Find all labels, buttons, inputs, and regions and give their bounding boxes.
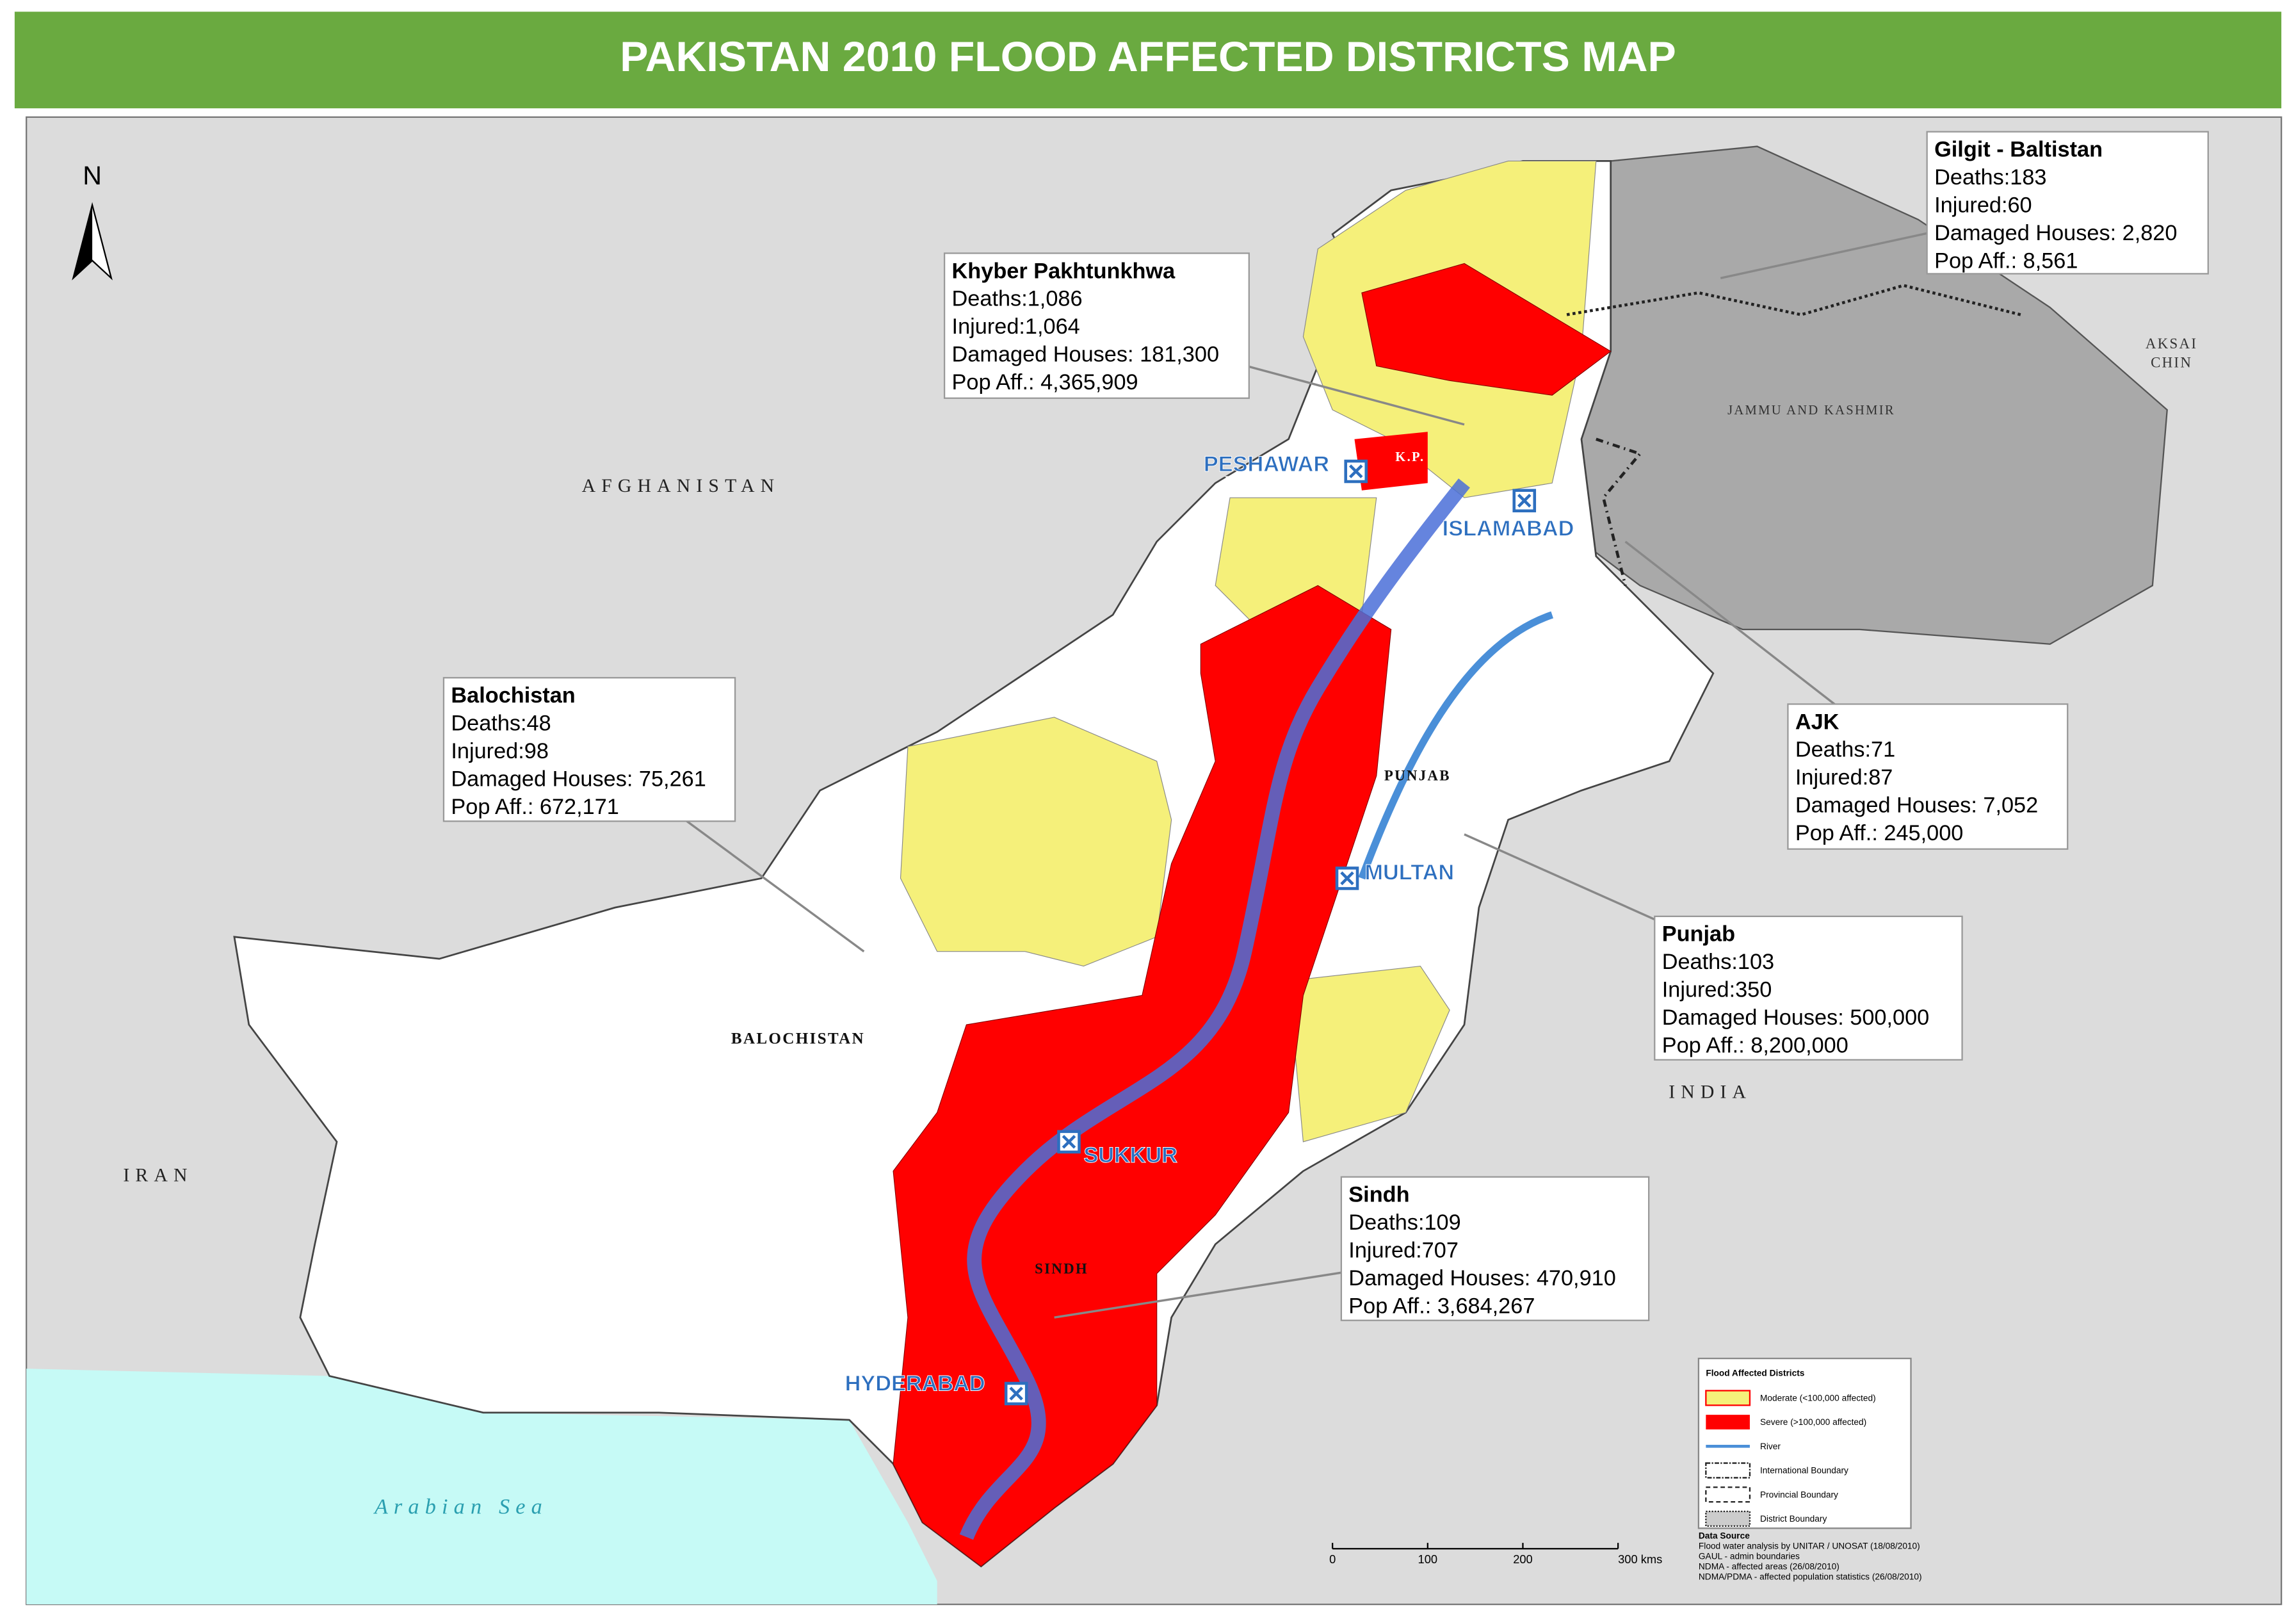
region-label: Arabian Sea: [373, 1494, 548, 1518]
callout-line: Pop Aff.: 8,561: [1934, 248, 2078, 273]
city-label: ISLAMABAD: [1443, 516, 1574, 541]
callout-box: [943, 252, 1250, 399]
scale-label: 100: [1418, 1552, 1438, 1566]
sea: [26, 1369, 937, 1605]
city-icon-cross: [1348, 464, 1363, 478]
callout-title: Balochistan: [451, 683, 575, 708]
callout-title: Gilgit - Baltistan: [1934, 138, 2103, 162]
scale-label: 300 kms: [1618, 1552, 1662, 1566]
callout-line: Damaged Houses: 2,820: [1934, 221, 2177, 245]
region-label: IRAN: [123, 1166, 193, 1186]
legend-swatch: [1705, 1510, 1751, 1527]
legend-swatch: [1705, 1390, 1751, 1406]
callout-line: Injured:707: [1348, 1238, 1459, 1262]
loc-boundary: [1566, 284, 2021, 316]
moderate-punjab: [1288, 965, 1450, 1143]
callout-title: Sindh: [1348, 1183, 1409, 1207]
region-label: AKSAI: [2146, 336, 2197, 352]
region-label: JAMMU AND KASHMIR: [1727, 403, 1895, 418]
region-label: INDIA: [1669, 1082, 1752, 1102]
city-label: SUKKUR: [1083, 1143, 1177, 1167]
data-source-line: GAUL - admin boundaries: [1699, 1551, 1800, 1561]
data-source-title: Data Source: [1699, 1531, 1750, 1540]
region-label: SINDH: [1035, 1261, 1088, 1277]
legend-label: International Boundary: [1760, 1466, 1848, 1476]
callout-line: Deaths:103: [1662, 950, 1774, 974]
region-label: CHIN: [2151, 355, 2192, 371]
legend-swatch: [1706, 1415, 1750, 1429]
callout-line: Deaths:1,086: [952, 287, 1083, 311]
callout-line: Damaged Houses: 500,000: [1662, 1005, 1929, 1030]
callout-box: [442, 677, 736, 822]
callout-box: [1926, 131, 2209, 275]
callout-line: Damaged Houses: 181,300: [952, 343, 1219, 367]
callout-line: Injured:60: [1934, 193, 2032, 217]
legend-label: Severe (>100,000 affected): [1760, 1417, 1866, 1427]
moderate-balochistan: [900, 717, 1172, 967]
callout-line: Pop Aff.: 4,365,909: [952, 370, 1138, 395]
legend-label: Moderate (<100,000 affected): [1760, 1393, 1876, 1403]
region-label: F.A.T.A.: [1224, 473, 1288, 489]
city-icon-cross: [1340, 871, 1354, 886]
data-source-line: Flood water analysis by UNITAR / UNOSAT …: [1699, 1541, 1920, 1550]
callout-line: Damaged Houses: 7,052: [1795, 793, 2038, 818]
north-arrow: N: [72, 161, 113, 281]
callout-box: [1340, 1176, 1650, 1321]
callout-title: Khyber Pakhtunkhwa: [952, 259, 1176, 283]
scale-label: 200: [1513, 1552, 1533, 1566]
north-label: N: [83, 161, 102, 190]
callout-line: Pop Aff.: 8,200,000: [1662, 1033, 1848, 1057]
callout-line: Deaths:183: [1934, 165, 2046, 190]
city-icon-cross: [1062, 1135, 1076, 1149]
callout-line: Injured:1,064: [952, 314, 1080, 339]
callout-box: [1654, 915, 1963, 1061]
callout-line: Damaged Houses: 470,910: [1348, 1266, 1615, 1290]
region-label: AFGHANISTAN: [582, 476, 780, 496]
city-icon-cross: [1009, 1387, 1023, 1401]
scale-label: 0: [1329, 1552, 1336, 1566]
city-label: MULTAN: [1364, 861, 1454, 885]
callout-line: Deaths:71: [1795, 738, 1895, 762]
callout-line: Injured:98: [451, 739, 549, 763]
legend-swatch: [1705, 1486, 1751, 1503]
callout-title: Punjab: [1662, 922, 1735, 947]
callout-line: Deaths:109: [1348, 1210, 1460, 1235]
callout-line: Deaths:48: [451, 712, 551, 736]
region-label: BALOCHISTAN: [731, 1030, 865, 1048]
city-icon-cross: [1517, 493, 1532, 508]
callout-line: Damaged Houses: 75,261: [451, 767, 706, 791]
region-label: PUNJAB: [1384, 767, 1451, 783]
legend-swatch: [1705, 1462, 1751, 1479]
callout-line: Injured:87: [1795, 765, 1893, 790]
callout-line: Injured:350: [1662, 978, 1772, 1002]
river-indus: [959, 478, 1470, 1540]
data-source-line: NDMA/PDMA - affected population statisti…: [1699, 1572, 1922, 1581]
legend-label: River: [1760, 1442, 1781, 1451]
legend-box: [1697, 1358, 1912, 1529]
north-arrow-fill: [73, 205, 93, 279]
severe-peshawar: [1354, 432, 1428, 491]
title: PAKISTAN 2010 FLOOD AFFECTED DISTRICTS M…: [620, 33, 1676, 81]
legend-label: Provincial Boundary: [1760, 1490, 1838, 1499]
callout-line: Pop Aff.: 3,684,267: [1348, 1294, 1535, 1318]
callout-title: AJK: [1795, 710, 1839, 734]
legend-title: Flood Affected Districts: [1706, 1369, 1804, 1378]
intl-boundary: [1596, 437, 1643, 586]
header-bar: [14, 12, 2282, 109]
severe-north: [1361, 263, 1612, 396]
city-label: HYDERABAD: [845, 1371, 985, 1395]
callout-line: Pop Aff.: 672,171: [451, 795, 618, 819]
data-source-line: NDMA - affected areas (26/08/2010): [1699, 1561, 1839, 1571]
callout-box: [1787, 703, 2069, 850]
city-label: PESHAWAR: [1204, 452, 1329, 476]
legend-label: District Boundary: [1760, 1514, 1827, 1524]
river-chenab: [1358, 611, 1554, 880]
region-label: K.P.: [1395, 450, 1425, 464]
callout-line: Pop Aff.: 245,000: [1795, 821, 1963, 845]
